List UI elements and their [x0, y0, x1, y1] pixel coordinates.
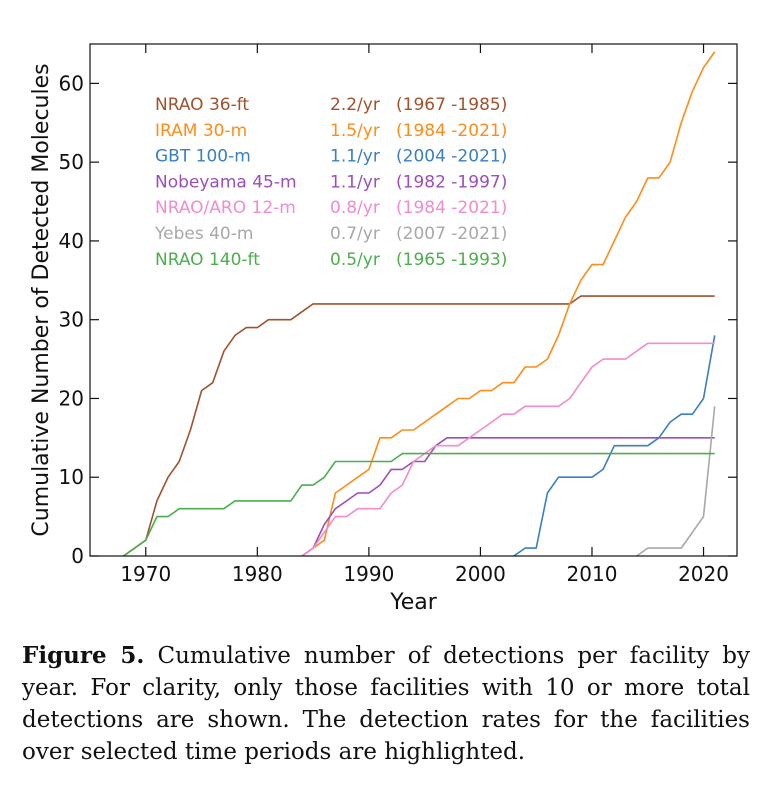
y-tick-label: 10 — [59, 465, 84, 489]
caption-label: Figure 5. — [22, 642, 145, 669]
y-axis-label: Cumulative Number of Detected Molecules — [29, 63, 54, 536]
series-line-3 — [301, 436, 715, 557]
legend-rate: 0.5/yr — [330, 250, 380, 270]
legend-name: IRAM 30-m — [155, 121, 247, 141]
legend-name: Nobeyama 45-m — [155, 172, 297, 192]
x-tick-label: 1970 — [120, 562, 171, 586]
legend-period: (1982 -1997) — [396, 172, 507, 192]
x-tick-label: 2010 — [567, 562, 618, 586]
figure-caption: Figure 5. Cumulative number of detection… — [22, 640, 750, 768]
legend-rate: 0.8/yr — [330, 198, 380, 218]
legend-name: GBT 100-m — [155, 147, 251, 167]
legend-period: (1965 -1993) — [396, 250, 507, 270]
legend-rate: 1.5/yr — [330, 121, 380, 141]
legend-rate: 1.1/yr — [330, 147, 380, 167]
series-line-4 — [301, 342, 715, 557]
series-line-0 — [123, 295, 715, 557]
chart: 1970 1980 1990 2000 2010 2020 0 10 20 30 40 50 60 NR… — [29, 43, 738, 615]
y-tick-label: 60 — [59, 71, 84, 95]
x-tick-label: 2000 — [455, 562, 506, 586]
series-line-2 — [513, 335, 716, 557]
legend-period: (2007 -2021) — [396, 224, 507, 244]
legend-period: (1984 -2021) — [396, 198, 507, 218]
legend-rate: 1.1/yr — [330, 172, 380, 192]
series-line-5 — [636, 406, 716, 557]
plot-frame — [89, 43, 738, 557]
x-tick-label: 1990 — [343, 562, 394, 586]
y-tick-label: 40 — [59, 229, 84, 253]
series-line-6 — [123, 452, 715, 557]
legend-rate: 0.7/yr — [330, 224, 380, 244]
legend-rate: 2.2/yr — [330, 95, 380, 115]
x-tick-label: 2020 — [678, 562, 729, 586]
y-tick-label: 0 — [71, 544, 84, 568]
legend-name: NRAO 140-ft — [155, 250, 260, 270]
x-axis-label: Year — [389, 590, 438, 615]
legend-period: (2004 -2021) — [396, 147, 507, 167]
series-line-1 — [301, 51, 716, 557]
y-tick-label: 20 — [59, 386, 84, 410]
legend-name: NRAO/ARO 12-m — [155, 198, 296, 218]
legend-period: (1967 -1985) — [396, 95, 507, 115]
caption-text: Cumulative number of detections per faci… — [22, 643, 751, 765]
y-tick-label: 30 — [59, 308, 84, 332]
legend-name: Yebes 40-m — [154, 224, 253, 244]
y-tick-label: 50 — [59, 150, 84, 174]
legend-name: NRAO 36-ft — [155, 95, 249, 115]
x-tick-label: 1980 — [232, 562, 283, 586]
legend-period: (1984 -2021) — [396, 121, 507, 141]
